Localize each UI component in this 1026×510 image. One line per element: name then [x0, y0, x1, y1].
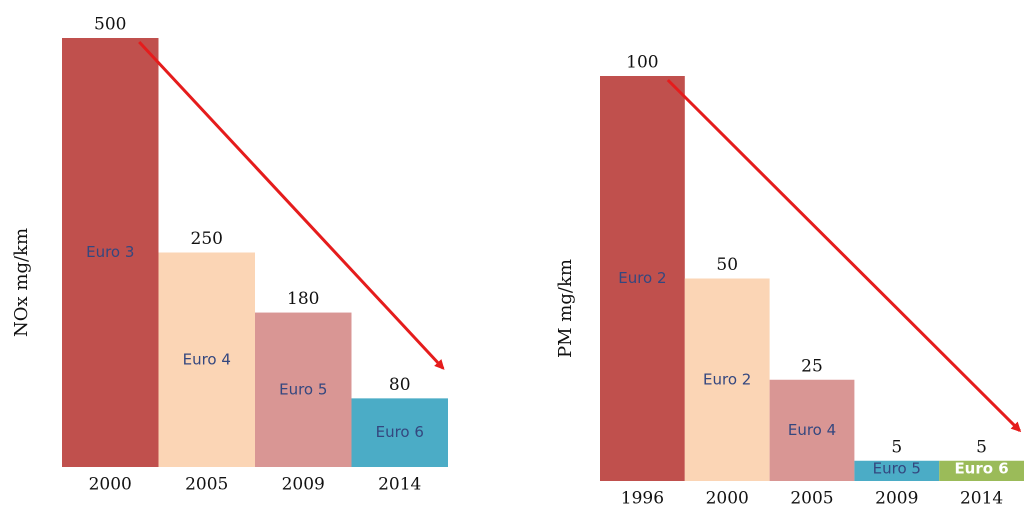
category-label: 2009	[282, 475, 325, 495]
value-label: 50	[716, 255, 738, 275]
category-label: 2000	[89, 475, 132, 495]
bar-label: Euro 2	[618, 269, 666, 287]
bar-label: Euro 3	[86, 243, 134, 261]
bar	[158, 252, 255, 467]
value-label: 100	[626, 53, 658, 73]
value-label: 180	[287, 289, 319, 309]
trend-arrow	[666, 78, 1022, 433]
category-label: 2014	[378, 475, 421, 495]
category-label: 2005	[185, 475, 228, 495]
bar-label: Euro 5	[873, 460, 921, 478]
bar	[351, 398, 448, 467]
value-label: 5	[976, 437, 987, 457]
value-label: 80	[389, 375, 411, 395]
y-axis-label: PM mg/km	[555, 259, 576, 358]
category-label: 2005	[790, 489, 833, 509]
bar-label: Euro 6	[954, 460, 1008, 478]
category-label: 2014	[960, 489, 1003, 509]
category-label: 2009	[875, 489, 918, 509]
category-label: 1996	[621, 489, 664, 509]
bar-label: Euro 5	[279, 380, 327, 398]
bar	[854, 460, 940, 481]
bar	[600, 76, 685, 481]
category-label: 2000	[706, 489, 749, 509]
bar	[255, 312, 352, 467]
bar	[769, 379, 855, 481]
bar-label: Euro 6	[376, 423, 424, 441]
bar	[62, 38, 159, 467]
value-label: 500	[94, 15, 126, 35]
y-axis-label: NOx mg/km	[11, 228, 32, 337]
bar	[939, 460, 1024, 481]
bar-label: Euro 2	[703, 370, 751, 388]
value-label: 5	[891, 437, 902, 457]
value-label: 25	[801, 356, 823, 376]
trend-arrow	[138, 40, 445, 370]
bar-label: Euro 4	[183, 350, 231, 368]
value-label: 250	[191, 229, 223, 249]
bar-label: Euro 4	[788, 421, 836, 439]
bar	[684, 278, 770, 481]
